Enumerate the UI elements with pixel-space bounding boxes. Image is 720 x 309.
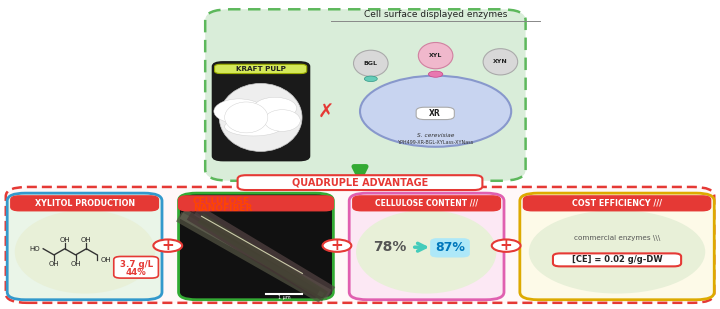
Text: 87%: 87% bbox=[435, 241, 465, 254]
Text: XR: XR bbox=[429, 109, 441, 118]
Ellipse shape bbox=[483, 49, 518, 75]
Text: CELLULOSE: CELLULOSE bbox=[193, 197, 250, 206]
FancyBboxPatch shape bbox=[215, 64, 307, 74]
Text: 44%: 44% bbox=[126, 268, 146, 277]
FancyBboxPatch shape bbox=[553, 253, 681, 266]
Text: OH: OH bbox=[60, 237, 70, 243]
Ellipse shape bbox=[354, 50, 388, 77]
FancyBboxPatch shape bbox=[520, 193, 714, 300]
FancyBboxPatch shape bbox=[114, 256, 158, 278]
FancyBboxPatch shape bbox=[179, 196, 333, 211]
Circle shape bbox=[153, 239, 182, 252]
FancyBboxPatch shape bbox=[212, 62, 310, 161]
Text: HO: HO bbox=[30, 246, 40, 252]
Ellipse shape bbox=[219, 83, 302, 151]
FancyBboxPatch shape bbox=[416, 107, 454, 120]
Text: 78%: 78% bbox=[374, 240, 407, 254]
Text: NANOFIBER: NANOFIBER bbox=[193, 204, 252, 213]
Ellipse shape bbox=[253, 97, 297, 119]
Text: ✗: ✗ bbox=[318, 103, 334, 122]
FancyBboxPatch shape bbox=[238, 175, 482, 190]
Text: S. cerevisiae: S. cerevisiae bbox=[417, 133, 454, 138]
FancyBboxPatch shape bbox=[6, 187, 714, 303]
Ellipse shape bbox=[528, 210, 706, 294]
Text: COST EFFICIENCY ///: COST EFFICIENCY /// bbox=[572, 199, 662, 208]
FancyBboxPatch shape bbox=[7, 193, 162, 300]
Text: 3.7 g/L: 3.7 g/L bbox=[120, 260, 153, 269]
Text: 1 μm: 1 μm bbox=[278, 295, 291, 300]
Ellipse shape bbox=[225, 117, 282, 136]
Text: +: + bbox=[161, 238, 174, 252]
Text: QUADRUPLE ADVANTAGE: QUADRUPLE ADVANTAGE bbox=[292, 178, 428, 188]
Ellipse shape bbox=[225, 102, 268, 133]
FancyBboxPatch shape bbox=[11, 196, 158, 211]
Text: KRAFT PULP: KRAFT PULP bbox=[235, 66, 286, 72]
Text: XYLITOL PRODUCTION: XYLITOL PRODUCTION bbox=[35, 199, 135, 208]
FancyBboxPatch shape bbox=[205, 9, 526, 181]
Text: BGL: BGL bbox=[364, 61, 378, 66]
Text: +: + bbox=[500, 238, 513, 252]
Text: XYL: XYL bbox=[429, 53, 442, 58]
Circle shape bbox=[323, 239, 351, 252]
Text: OH: OH bbox=[81, 237, 91, 243]
Text: XYN: XYN bbox=[493, 59, 508, 64]
Circle shape bbox=[428, 71, 443, 77]
FancyBboxPatch shape bbox=[523, 196, 711, 211]
Ellipse shape bbox=[418, 43, 453, 69]
Text: CELLULOSE CONTENT ///: CELLULOSE CONTENT /// bbox=[374, 199, 478, 208]
Text: OH: OH bbox=[49, 260, 59, 267]
Ellipse shape bbox=[356, 210, 496, 294]
Circle shape bbox=[492, 239, 521, 252]
FancyBboxPatch shape bbox=[431, 239, 469, 257]
Ellipse shape bbox=[14, 210, 156, 294]
FancyBboxPatch shape bbox=[353, 196, 500, 211]
Text: [CE] = 0.02 g/g-DW: [CE] = 0.02 g/g-DW bbox=[572, 255, 662, 265]
FancyBboxPatch shape bbox=[179, 193, 333, 300]
Text: commercial enzymes \\\: commercial enzymes \\\ bbox=[574, 235, 660, 241]
Text: OH: OH bbox=[71, 260, 81, 267]
Ellipse shape bbox=[264, 110, 300, 131]
Text: YPH499-XR-BGL-XYLass-XYNass: YPH499-XR-BGL-XYLass-XYNass bbox=[397, 140, 474, 145]
Text: Cell surface displayed enzymes: Cell surface displayed enzymes bbox=[364, 10, 508, 19]
Text: OH: OH bbox=[101, 257, 111, 264]
Ellipse shape bbox=[214, 99, 264, 124]
Ellipse shape bbox=[360, 76, 511, 147]
Circle shape bbox=[364, 76, 377, 82]
Text: +: + bbox=[330, 238, 343, 252]
FancyBboxPatch shape bbox=[349, 193, 504, 300]
